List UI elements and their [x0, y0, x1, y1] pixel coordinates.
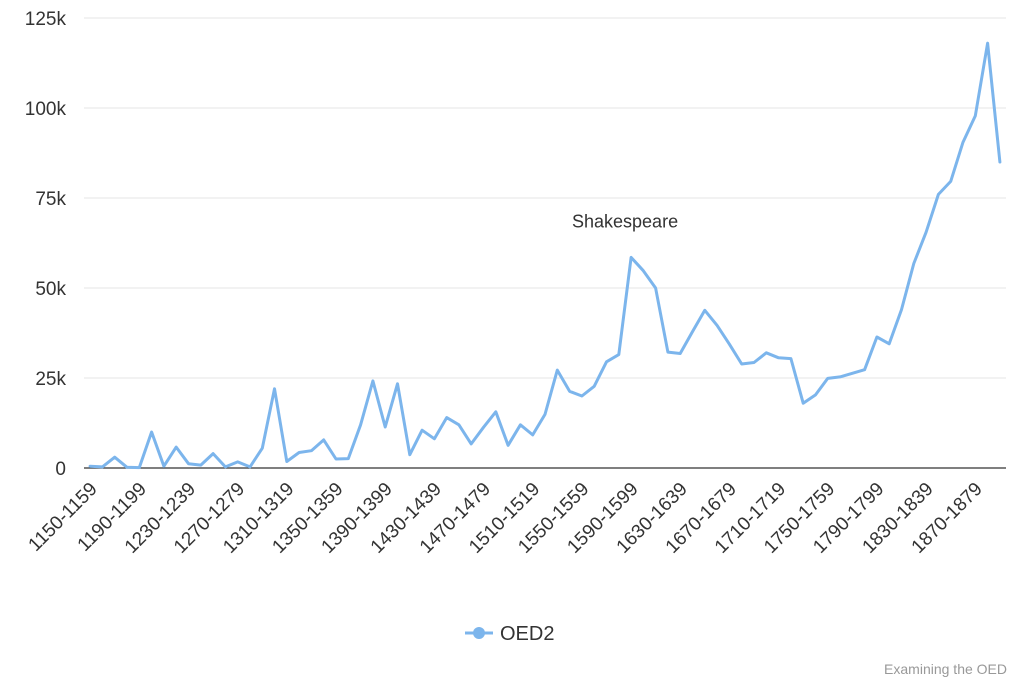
legend[interactable]: OED2	[465, 623, 554, 645]
y-tick-label: 100k	[25, 99, 67, 120]
y-tick-label: 25k	[35, 369, 66, 390]
y-tick-label: 75k	[35, 189, 66, 210]
y-tick-label: 125k	[25, 9, 67, 30]
credits-text[interactable]: Examining the OED	[884, 661, 1007, 677]
y-tick-label: 0	[55, 459, 66, 480]
gridlines	[84, 17, 1006, 379]
legend-label: OED2	[500, 623, 554, 645]
y-axis-ticks: 0 25k 50k 75k 100k 125k	[25, 9, 67, 480]
annotations: Shakespeare	[572, 211, 678, 231]
legend-marker-icon	[473, 627, 485, 639]
y-tick-label: 50k	[35, 279, 66, 300]
annotation-label: Shakespeare	[572, 211, 678, 231]
x-axis-ticks: 1150-11591190-11991230-12391270-12791310…	[25, 479, 987, 558]
series-group	[88, 41, 1002, 470]
series-line-oed2[interactable]	[88, 41, 1002, 470]
